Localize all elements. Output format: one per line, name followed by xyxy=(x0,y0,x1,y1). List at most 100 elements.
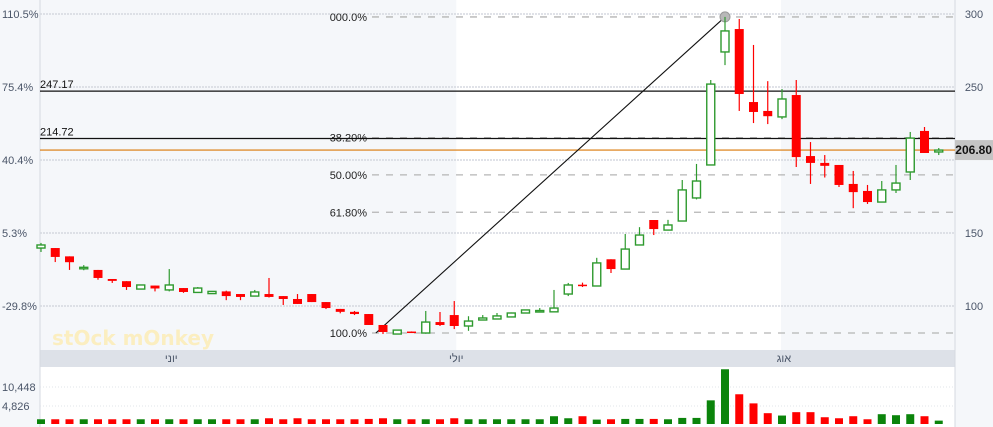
percent-tick-label: -29.8% xyxy=(2,301,37,313)
candle-body-down xyxy=(236,294,245,297)
volume-tick-label: 4,826 xyxy=(2,401,30,413)
volume-bar xyxy=(678,417,687,424)
volume-tick-label: 10,448 xyxy=(2,382,36,394)
volume-bar xyxy=(706,400,715,424)
candle-body-down xyxy=(293,298,302,304)
volume-bar xyxy=(65,419,74,424)
candle-body-down xyxy=(335,308,345,312)
volume-bar xyxy=(820,417,829,424)
volume-bar xyxy=(877,414,886,424)
price-tick-label: 300 xyxy=(965,9,983,21)
candle-body-down xyxy=(221,291,231,297)
volume-bar xyxy=(920,416,929,424)
volume-bar xyxy=(307,419,316,424)
candle-body-up xyxy=(36,244,46,249)
volume-bar xyxy=(507,419,516,424)
candle-body-down xyxy=(278,296,288,299)
candle-body-up xyxy=(392,329,402,335)
volume-bar xyxy=(592,419,601,424)
candle-body-down xyxy=(150,285,160,289)
candle-body-down xyxy=(65,256,74,263)
candle-body-down xyxy=(734,29,744,95)
volume-bar xyxy=(735,394,744,424)
volume-bar xyxy=(493,419,501,424)
volume-bar xyxy=(763,413,772,424)
volume-bar xyxy=(136,419,145,424)
volume-bar xyxy=(578,416,587,424)
candle-body-down xyxy=(578,284,587,287)
horizontal-line-label: 247.17 xyxy=(40,79,74,91)
volume-bar xyxy=(649,418,658,424)
candle-body-up xyxy=(520,309,531,314)
volume-bar xyxy=(293,418,302,424)
volume-bar xyxy=(421,419,430,424)
fib-level-label: 100.0% xyxy=(330,328,368,340)
volume-bar xyxy=(208,419,216,424)
volume-bar xyxy=(934,420,943,424)
volume-bar xyxy=(535,419,544,424)
volume-bar xyxy=(792,412,801,424)
volume-bar xyxy=(607,419,615,424)
volume-bar xyxy=(450,418,459,424)
volume-bar xyxy=(749,403,758,424)
volume-bar xyxy=(122,419,131,424)
candle-body-up xyxy=(492,315,502,320)
volume-bar xyxy=(806,412,815,424)
volume-bar xyxy=(721,369,729,424)
volume-bar xyxy=(464,419,473,424)
candle-body-up xyxy=(777,98,787,118)
percent-tick-label: 75.4% xyxy=(2,82,33,94)
candle-body-down xyxy=(863,190,872,203)
candle-body-up xyxy=(421,321,431,334)
candle-body-up xyxy=(934,149,944,153)
candle-body-down xyxy=(749,102,758,112)
volume-bar xyxy=(265,418,273,424)
candle-body-up xyxy=(193,287,203,294)
candle-body-down xyxy=(606,259,616,270)
price-tick-label: 250 xyxy=(965,82,983,94)
candle-body-up xyxy=(79,266,89,270)
volume-bar xyxy=(664,419,672,424)
candle-body-up xyxy=(891,182,901,191)
percent-tick-label: 40.4% xyxy=(2,155,33,167)
candle-body-up xyxy=(634,234,645,246)
volume-bar xyxy=(350,419,359,424)
candle-body-down xyxy=(649,220,659,230)
volume-bar xyxy=(521,419,530,424)
price-tick-label: 100 xyxy=(965,301,983,313)
volume-bar xyxy=(279,419,288,424)
trend-line xyxy=(375,16,726,334)
candle-body-down xyxy=(122,281,131,288)
candle-body-down xyxy=(264,294,274,297)
candle-body-up xyxy=(463,320,474,327)
candle-body-up xyxy=(549,307,559,313)
volume-bar xyxy=(906,414,915,424)
month-label: יולי xyxy=(449,352,463,365)
candle-body-down xyxy=(920,130,929,153)
volume-bar xyxy=(550,416,558,424)
volume-bar xyxy=(393,419,402,424)
candle-body-down xyxy=(179,288,188,292)
fib-level-label: 000.0% xyxy=(330,12,368,24)
price-tick-label: 150 xyxy=(965,228,983,240)
candle-body-down xyxy=(93,269,103,278)
volume-shade xyxy=(456,367,781,427)
volume-bar xyxy=(250,419,259,424)
volume-bar xyxy=(436,419,444,424)
candle-body-up xyxy=(706,83,716,166)
candle-body-down xyxy=(307,294,317,303)
volume-bar xyxy=(151,419,159,424)
candle-body-down xyxy=(763,110,773,117)
candle-body-down xyxy=(806,156,815,163)
candle-body-up xyxy=(720,30,730,53)
volume-bar xyxy=(94,419,102,424)
volume-bar xyxy=(336,419,345,424)
candle-body-down xyxy=(50,248,60,257)
volume-bar xyxy=(863,419,872,424)
volume-bar xyxy=(379,418,387,424)
time-axis-band xyxy=(40,350,955,367)
volume-bar xyxy=(79,419,88,424)
volume-bar xyxy=(564,418,573,424)
volume-bar xyxy=(364,418,373,424)
